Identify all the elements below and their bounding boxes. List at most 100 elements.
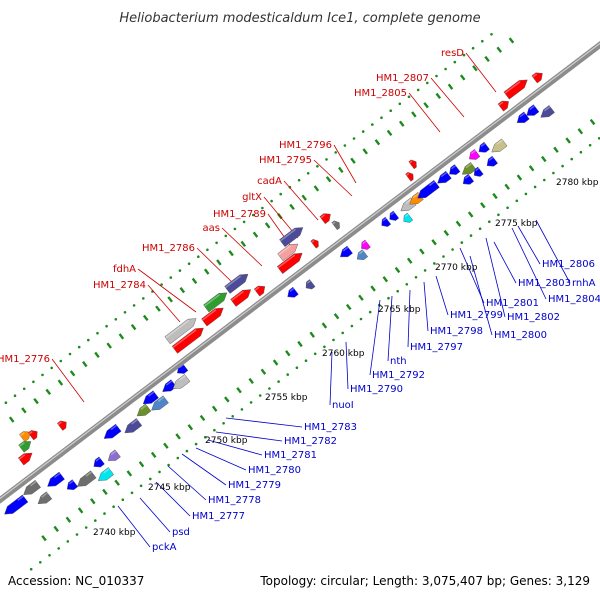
track-dot [488, 220, 491, 223]
scale-tick [264, 222, 271, 229]
gene-label: gltX [242, 192, 262, 203]
gene-arrow [540, 105, 555, 118]
track-dot [396, 289, 400, 293]
gene-arrow [124, 418, 143, 434]
scale-tick [260, 368, 267, 375]
track-dot [426, 81, 429, 85]
track-dot [297, 178, 301, 182]
gene-arrow [253, 285, 266, 297]
scale-tick [362, 148, 368, 155]
track-dot [160, 283, 163, 286]
track-dot [167, 463, 170, 467]
leader-line [155, 481, 191, 517]
track-dot [105, 324, 108, 328]
kbp-labels: 2740 kbp 2745 kbp 2750 kbp 2755 kbp 2760… [93, 178, 599, 538]
leader-line [459, 247, 485, 304]
scale-tick [516, 174, 523, 181]
track-dot [75, 533, 79, 536]
track-dot [149, 477, 152, 481]
leader-line [139, 497, 171, 533]
scale-tick [155, 305, 161, 312]
leader-line [369, 299, 381, 376]
kbp-label: 2750 kbp [205, 436, 248, 446]
gene-label: HM1_2790 [350, 384, 403, 395]
gene-label: HM1_2778 [208, 495, 261, 506]
gene-arrow [473, 166, 484, 177]
scale-tick [33, 397, 39, 405]
track-dot [123, 311, 127, 314]
gene-arrow [340, 245, 353, 258]
track-dot [304, 359, 308, 363]
gene-arrow [319, 213, 331, 225]
gene-arrow [403, 212, 414, 223]
track-dot [316, 165, 319, 168]
track-dot [524, 192, 528, 196]
track-dot [29, 567, 33, 571]
gene-arrow [381, 216, 392, 227]
gene-arrow [27, 430, 38, 441]
leader-line [215, 431, 283, 442]
scale-tick [455, 220, 462, 227]
gene-arrow [17, 452, 33, 466]
gene-arrow [56, 420, 67, 431]
gene-arrow [4, 494, 29, 515]
gene-arrow [361, 239, 371, 250]
track-dot [77, 345, 81, 349]
gene-label: HM1_2795 [259, 155, 312, 166]
leader-line [117, 505, 151, 548]
track-dot [68, 352, 72, 356]
gene-label: psd [172, 527, 190, 538]
kbp-label: 2765 kbp [378, 305, 421, 315]
kbp-label: 2760 kbp [322, 349, 365, 359]
kbp-label: 2775 kbp [495, 219, 538, 229]
scale-tick [541, 155, 547, 163]
track-dot [84, 526, 88, 529]
gene-arrow [491, 138, 508, 153]
scale-tick [480, 202, 486, 209]
scale-tick [216, 259, 222, 266]
track-dots [4, 33, 600, 571]
scale-tick [179, 286, 186, 294]
track-dot [142, 297, 145, 300]
scale-tick [82, 360, 88, 368]
gene-label: HM1_2777 [192, 511, 245, 522]
scale-tick [106, 342, 112, 349]
gene-arrow [486, 155, 498, 167]
scale-tick [345, 303, 352, 311]
scale-tick [199, 414, 206, 422]
track-dot [22, 387, 26, 391]
track-dot [295, 366, 299, 370]
track-dot [453, 60, 457, 64]
track-dot [423, 269, 427, 272]
track-dot [350, 324, 354, 328]
track-dot [306, 172, 310, 175]
track-dot [469, 234, 473, 237]
gene-arrow [98, 467, 115, 481]
kbp-label: 2780 kbp [556, 178, 599, 188]
kbp-label: 2770 kbp [435, 263, 478, 273]
track-dot [597, 137, 600, 140]
scale-tick [94, 351, 100, 359]
scale-tick [163, 442, 169, 449]
scale-tick [484, 55, 490, 63]
leader-line [196, 247, 237, 287]
genome-backbone-highlight [0, 42, 600, 500]
track-dot [490, 33, 493, 36]
gene-label: HM1_2782 [284, 436, 337, 447]
gene-label: HM1_2797 [410, 342, 463, 353]
scale-tick [285, 350, 291, 357]
scale-tick [431, 239, 437, 246]
track-dot [251, 213, 255, 217]
gene-arrow [107, 449, 121, 461]
scale-tick [447, 83, 454, 90]
map-title: Heliobacterium modesticaldum Ice1, compl… [119, 11, 480, 26]
scale-tick [272, 359, 279, 366]
scale-tick [553, 146, 559, 153]
gene-label: HM1_2784 [93, 280, 146, 291]
leader-line [485, 237, 506, 318]
scale-ticks [8, 37, 596, 542]
scale-tick [443, 229, 450, 237]
gene-arrow [462, 173, 475, 185]
label-leader-lines [51, 52, 571, 548]
gene-label: HM1_2781 [264, 450, 317, 461]
